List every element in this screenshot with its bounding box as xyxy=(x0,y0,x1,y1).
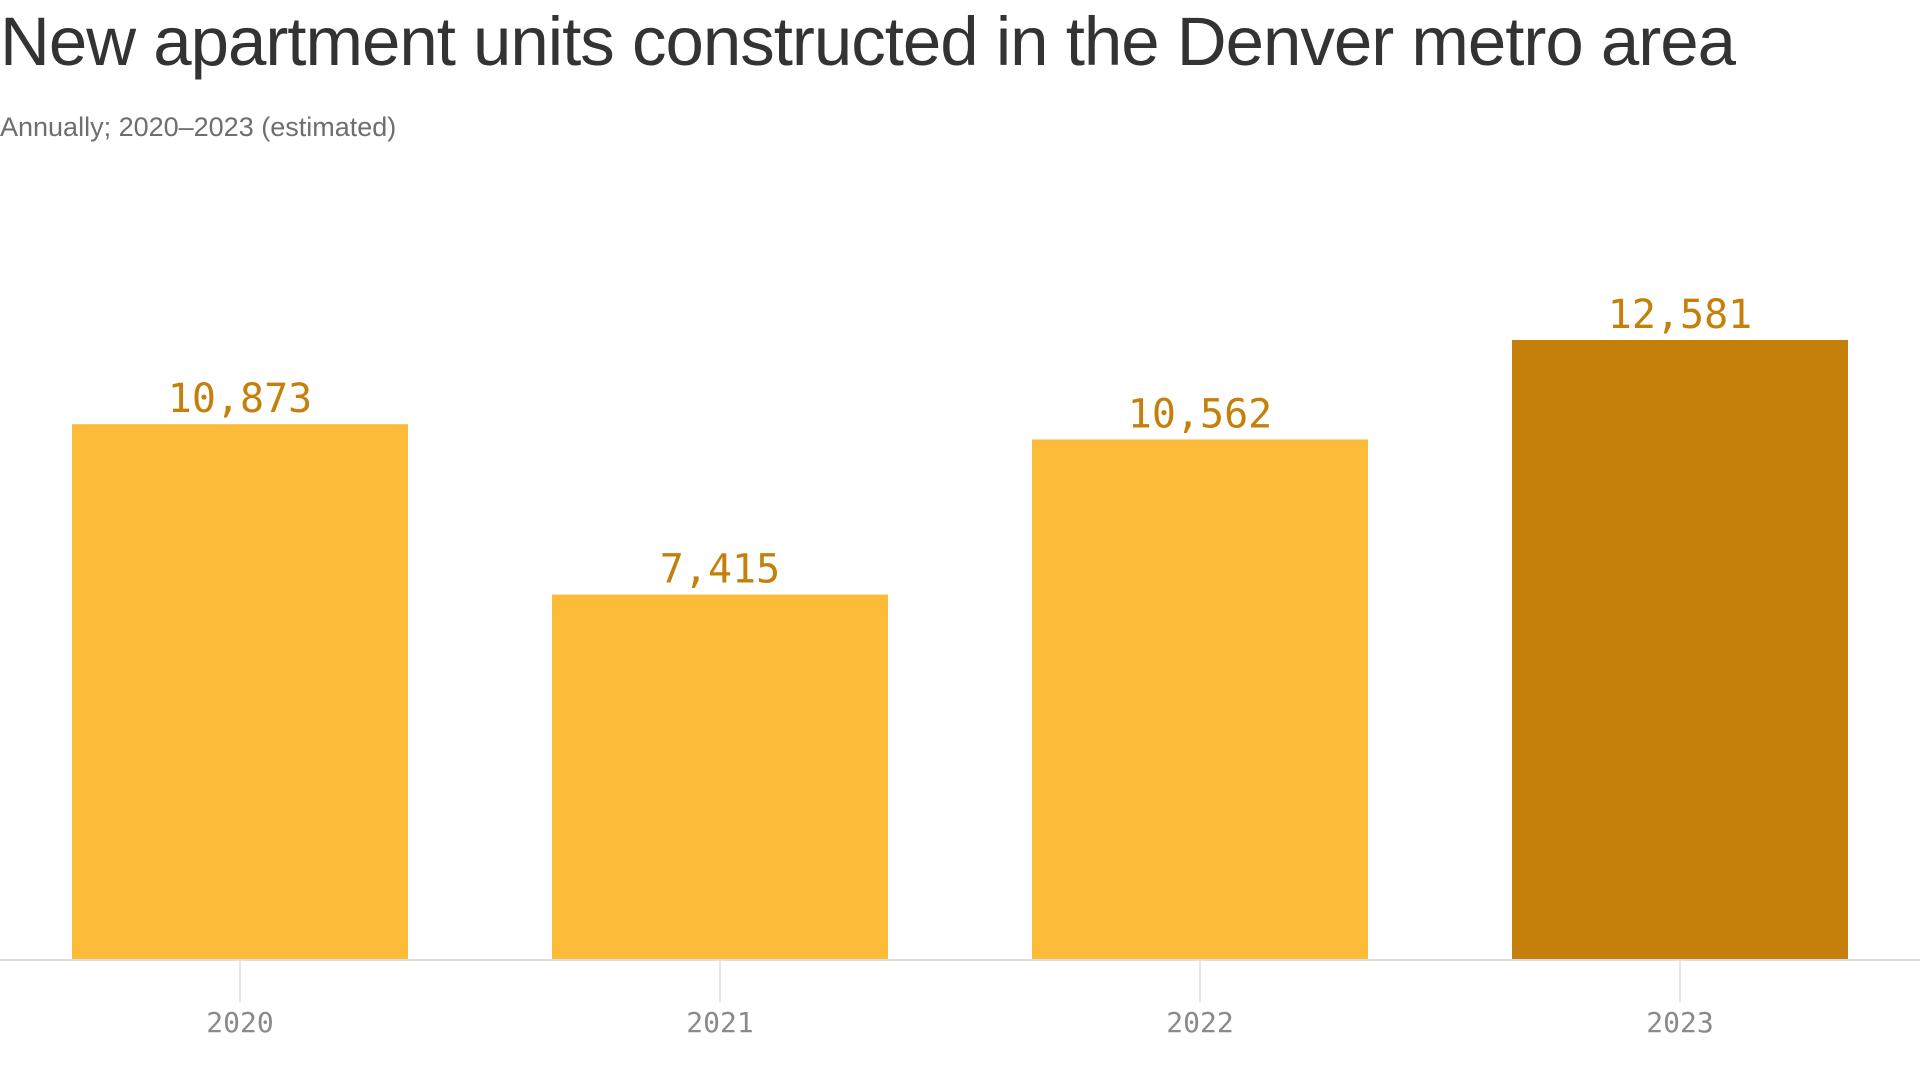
bar-2023 xyxy=(1512,340,1848,960)
bar-2020 xyxy=(72,424,408,960)
chart-title: New apartment units constructed in the D… xyxy=(0,3,1736,80)
bars: 10,873 7,415 10,562 12,581 xyxy=(72,292,1848,960)
bar-2021 xyxy=(552,594,888,960)
value-label-2020: 10,873 xyxy=(168,376,313,422)
value-label-2021: 7,415 xyxy=(660,547,780,593)
value-label-2023: 12,581 xyxy=(1608,292,1753,338)
chart-subtitle: Annually; 2020–2023 (estimated) xyxy=(0,112,397,142)
bar-2022 xyxy=(1032,439,1368,960)
x-axis-ticks: 2020 2021 2022 2023 xyxy=(206,960,1714,1039)
value-label-2022: 10,562 xyxy=(1128,391,1273,437)
tick-label-2021: 2021 xyxy=(686,1006,753,1039)
tick-label-2020: 2020 xyxy=(206,1006,273,1039)
tick-label-2023: 2023 xyxy=(1646,1006,1713,1039)
tick-label-2022: 2022 xyxy=(1166,1006,1233,1039)
